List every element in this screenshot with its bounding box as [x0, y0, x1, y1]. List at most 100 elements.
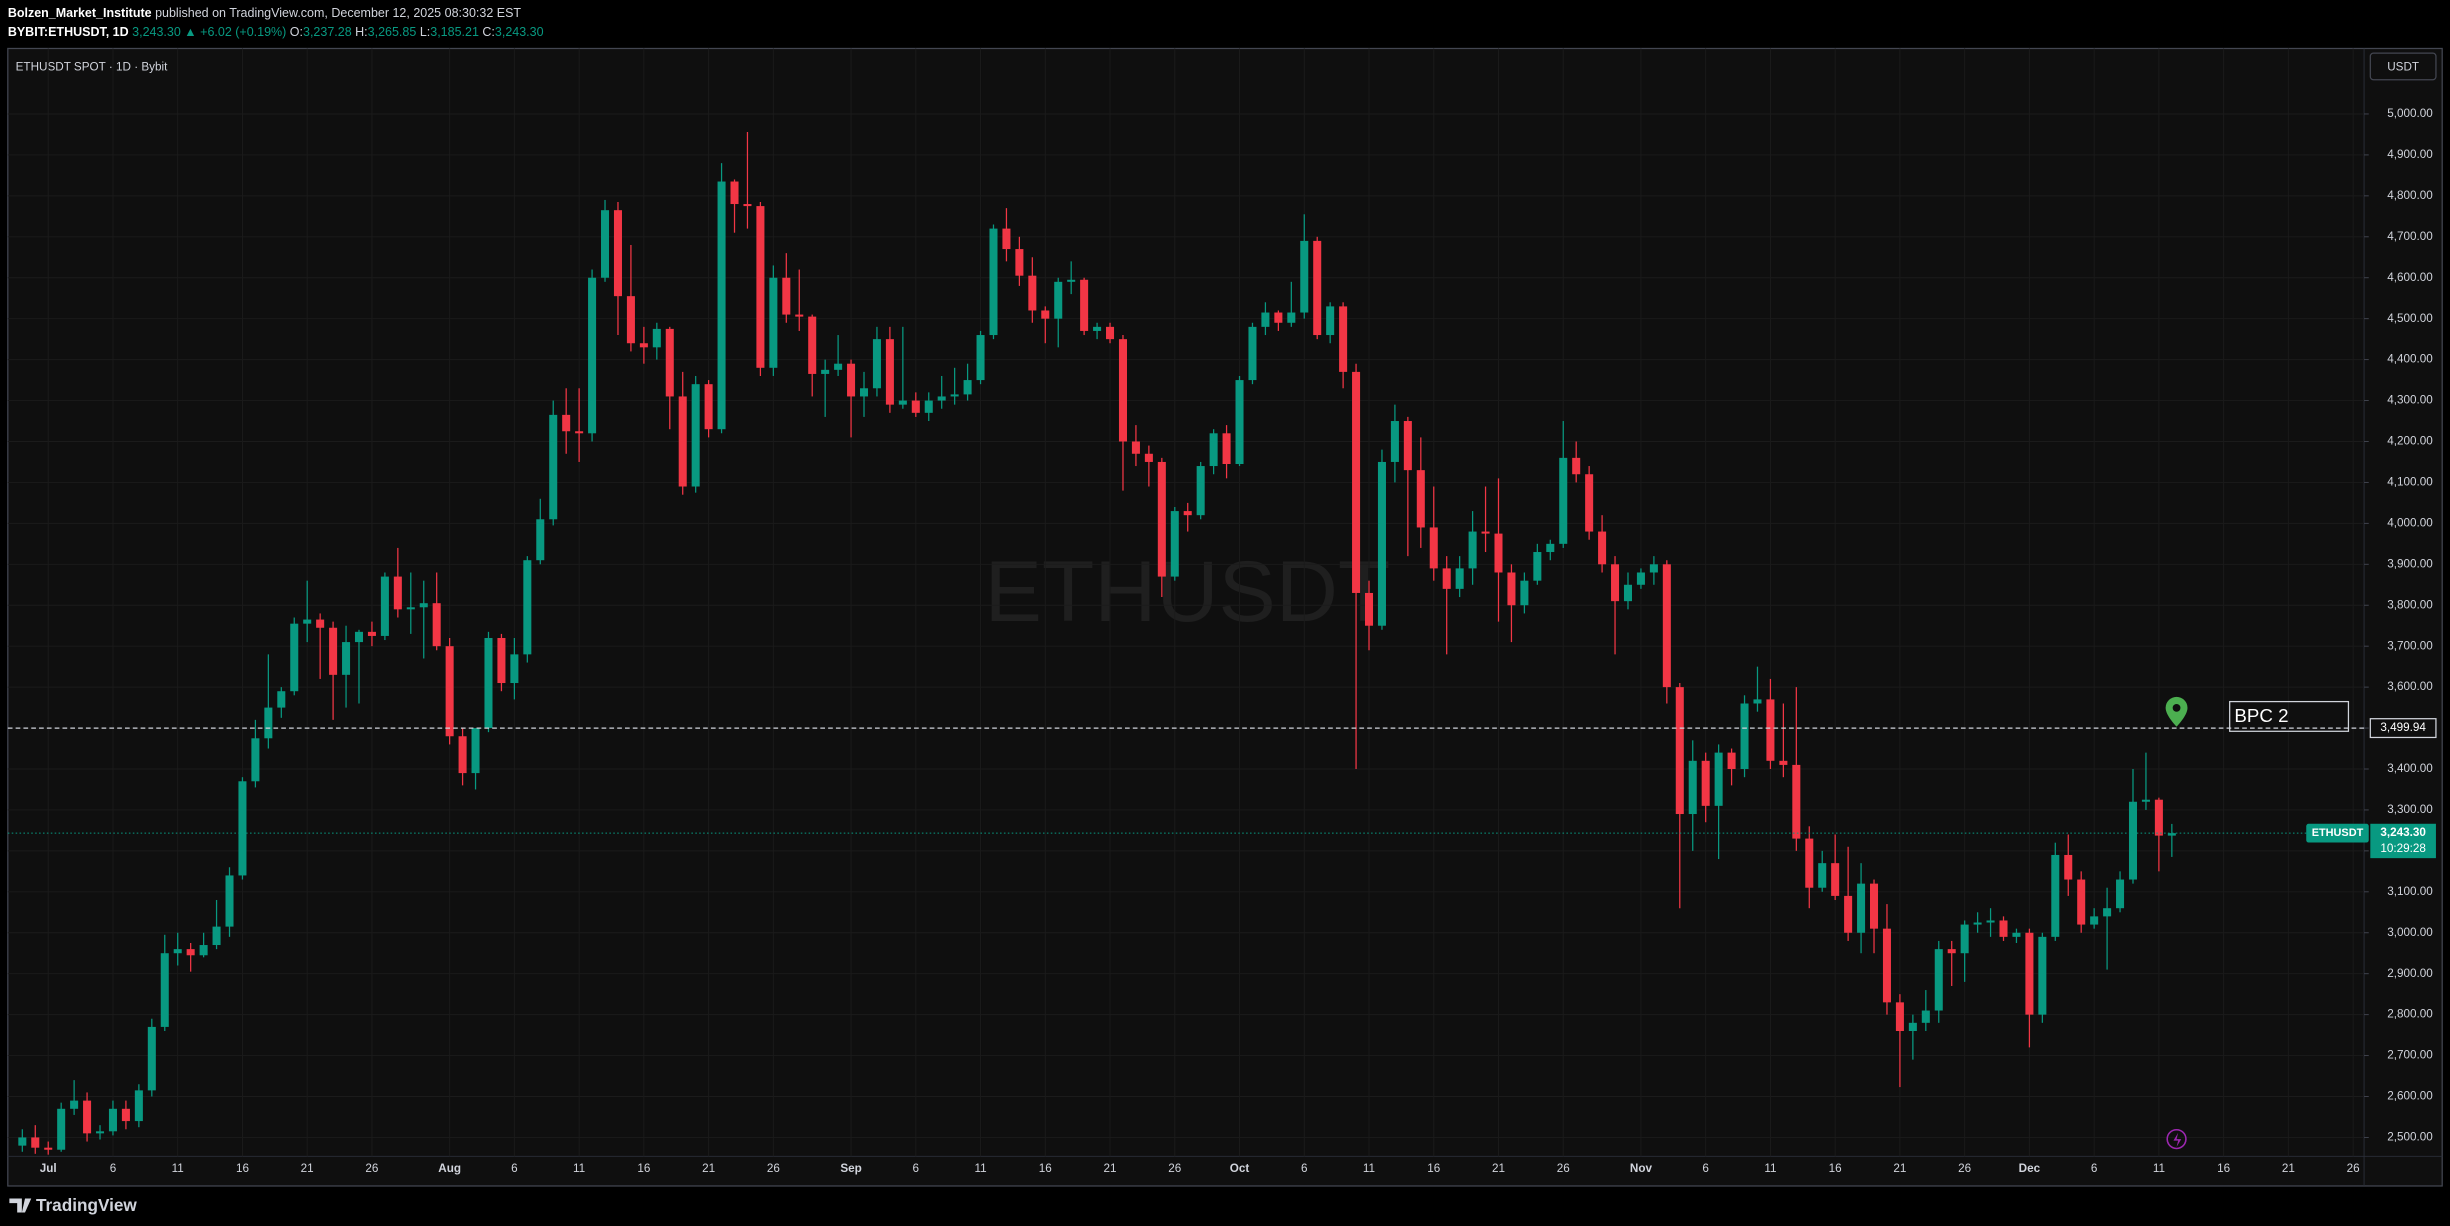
candle-body — [639, 343, 648, 348]
x-tick-label: Jul — [40, 1162, 57, 1175]
candle-body — [523, 560, 532, 655]
candle-body — [2167, 833, 2176, 836]
candle-body — [1507, 572, 1516, 606]
x-tick-label: 16 — [236, 1162, 249, 1175]
candle-body — [1235, 380, 1244, 465]
symbol: BYBIT:ETHUSDT, 1D — [8, 25, 129, 39]
alert-bolt — [2173, 1132, 2182, 1147]
candle-body — [160, 953, 169, 1027]
ohlc-value: 3,185.21 — [430, 25, 479, 39]
candle-body — [342, 642, 351, 675]
candle-body — [1222, 433, 1231, 465]
x-tick-label: 21 — [702, 1162, 715, 1175]
candle-body — [1054, 281, 1063, 319]
y-tick-label: 3,900.00 — [2387, 557, 2433, 570]
last-price: 3,243.30 — [132, 25, 181, 39]
candle-body — [626, 296, 635, 344]
x-tick-label: 26 — [1557, 1162, 1570, 1175]
candle-body — [2141, 799, 2150, 802]
candle-body — [963, 380, 972, 395]
candle-body — [2128, 801, 2138, 880]
candle-body — [70, 1100, 79, 1109]
candle-body — [121, 1108, 130, 1122]
y-tick-label: 4,700.00 — [2387, 230, 2433, 243]
candle-body — [1714, 752, 1723, 806]
candle-body — [730, 181, 739, 205]
y-tick-label: 4,100.00 — [2387, 476, 2433, 489]
candle-body — [1559, 457, 1568, 544]
y-tick-label: 2,900.00 — [2387, 967, 2433, 980]
currency[interactable]: USDT — [2387, 60, 2419, 73]
x-tick-label: 6 — [2091, 1162, 2098, 1175]
annotation-box[interactable] — [2229, 700, 2350, 732]
x-tick-label: 11 — [172, 1162, 184, 1175]
hline-label-box — [2369, 718, 2437, 739]
candle-body — [1921, 1010, 1930, 1023]
candle-body — [859, 388, 869, 397]
y-tick-label: 4,600.00 — [2387, 271, 2433, 284]
candle-body — [1352, 371, 1361, 593]
candle-body — [497, 637, 506, 684]
candle-body — [1144, 453, 1153, 462]
candle-body — [1028, 275, 1037, 311]
candle-body — [1688, 760, 1697, 815]
candle-body — [911, 400, 920, 413]
candle-body — [847, 363, 856, 397]
x-tick-label: 26 — [365, 1162, 378, 1175]
candle-body — [1727, 752, 1736, 769]
candle-body — [18, 1137, 27, 1146]
candle-body — [1183, 511, 1192, 516]
annotation[interactable]: BPC 2 — [2234, 705, 2288, 726]
candle-body — [976, 335, 985, 381]
x-tick-label: 21 — [1492, 1162, 1505, 1175]
x-tick-label: 11 — [1363, 1162, 1375, 1175]
candle-body — [1080, 279, 1089, 331]
candle-body — [1598, 531, 1607, 565]
x-tick-label: 11 — [1764, 1162, 1776, 1175]
candle-body — [2051, 854, 2060, 937]
candle-body — [652, 328, 661, 348]
symbol-label: ETHUSDT SPOT · 1D · Bybit — [16, 60, 168, 73]
candle-body — [173, 949, 182, 954]
candle-body — [1585, 474, 1594, 532]
candle-body — [1999, 920, 2008, 937]
candle-body — [134, 1090, 143, 1122]
candle-body — [238, 781, 247, 876]
y-tick-label: 4,000.00 — [2387, 516, 2433, 529]
x-tick-label: 16 — [2217, 1162, 2230, 1175]
alert-icon[interactable] — [2166, 1128, 2187, 1150]
candle-body — [1196, 466, 1205, 516]
candle-body — [367, 631, 376, 636]
logo-icon — [9, 1198, 32, 1213]
candle-body — [1649, 564, 1658, 573]
price-tag-name: ETHUSDT — [2312, 827, 2364, 839]
x-tick-label: 11 — [2153, 1162, 2165, 1175]
candle-body — [393, 576, 402, 610]
candle-body — [1844, 895, 1853, 933]
candle-body — [821, 369, 830, 374]
ohlc-value: 3,243.30 — [495, 25, 544, 39]
candle-body — [989, 228, 998, 336]
candle-body — [1908, 1022, 1917, 1032]
candle-body — [406, 607, 415, 610]
candle-body — [458, 736, 467, 774]
price-label-box — [2370, 823, 2436, 859]
x-tick-label: 6 — [511, 1162, 518, 1175]
candle-body — [445, 646, 454, 737]
candle-body — [212, 926, 221, 946]
x-tick-label: Nov — [1630, 1162, 1653, 1175]
candle-body — [601, 210, 610, 278]
candle-body — [1986, 920, 1995, 923]
candle-body — [717, 181, 726, 430]
published: published on TradingView.com, December 1… — [155, 6, 521, 20]
currency-button[interactable] — [2369, 52, 2437, 81]
candle-body — [1701, 760, 1710, 806]
x-tick-label: 16 — [1427, 1162, 1440, 1175]
y-tick-label: 2,600.00 — [2387, 1090, 2433, 1103]
candle-body — [2103, 908, 2112, 917]
candle-body — [1287, 312, 1296, 323]
candle-body — [1675, 687, 1684, 815]
pin-dot — [2172, 703, 2181, 712]
candle-body — [769, 277, 778, 368]
logo[interactable]: TradingView — [36, 1195, 137, 1215]
